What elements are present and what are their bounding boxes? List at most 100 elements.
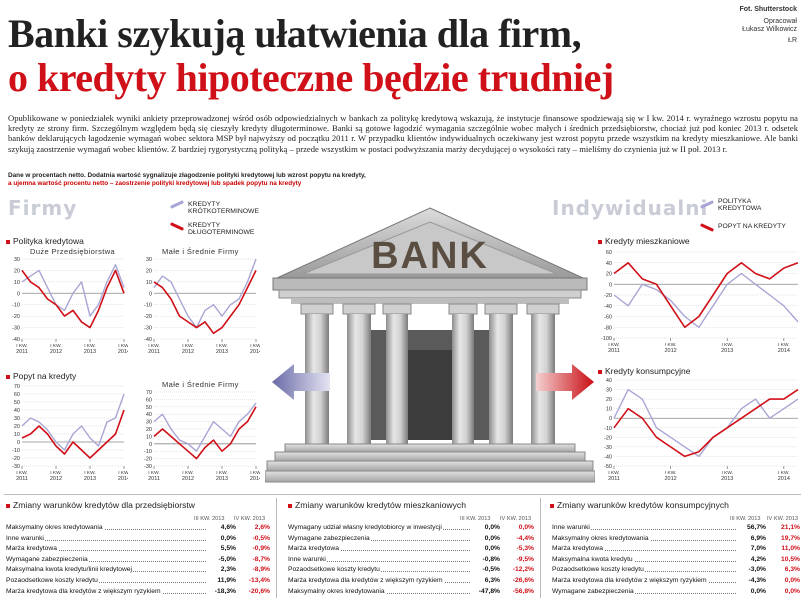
legend-firms: Kredyty krótkoterminowe Kredyty długoter… xyxy=(170,200,259,251)
x-year-label: 2014 xyxy=(778,348,790,354)
x-year-label: 2013 xyxy=(721,476,733,482)
y-tick-label: 40 xyxy=(14,408,20,414)
table-row: Maksymalny okres kredytowania -47,8% -56,8… xyxy=(288,587,534,596)
x-year-label: 2012 xyxy=(664,476,676,482)
x-quarter-label: I KW. xyxy=(50,470,61,476)
row-value-q4: -0,9% xyxy=(252,545,270,553)
x-year-label: 2013 xyxy=(216,476,228,482)
photo-credit: Fot. Shutterstock xyxy=(739,6,797,13)
series-line-red xyxy=(153,270,257,335)
x-quarter-label: I KW. xyxy=(216,470,227,476)
x-quarter-label: I KW. xyxy=(250,343,260,349)
x-year-label: 2014 xyxy=(118,476,128,482)
x-year-label: 2012 xyxy=(50,476,62,482)
y-tick-label: 50 xyxy=(146,405,152,411)
table-row: Pozaodsetkowe koszty kredytu 11,9% -13,4% xyxy=(6,577,270,585)
row-value-q4: -8,7% xyxy=(252,555,270,563)
y-tick-label: 60 xyxy=(146,397,152,403)
row-value-q3: 0,0% xyxy=(484,524,500,531)
row-value-q3: -47,8% xyxy=(478,587,500,595)
table-row: Marża kredytowa 5,5% -0,9% xyxy=(6,545,270,553)
y-tick-label: -10 xyxy=(12,303,20,309)
section-individuals: Indywidualni xyxy=(552,196,709,220)
table-firms-col1: III KW. 2013 xyxy=(194,516,225,522)
table-row: Marża kredytowa dla kredytów z większym … xyxy=(552,577,800,585)
x-quarter-label: I KW. xyxy=(84,343,95,349)
x-year-label: 2011 xyxy=(16,349,28,355)
y-tick-label: -30 xyxy=(604,445,612,451)
table-row: Inne warunki -0,8% -9,5% xyxy=(288,555,534,564)
series-line-red xyxy=(153,406,257,460)
y-tick-label: -30 xyxy=(144,326,152,332)
section-firms: Firmy xyxy=(8,196,78,220)
x-year-label: 2012 xyxy=(50,349,62,355)
row-label: Maksymalny okres kredytowania xyxy=(552,534,738,543)
x-year-label: 2012 xyxy=(664,348,676,354)
x-quarter-label: I KW. xyxy=(665,342,676,348)
x-year-label: 2011 xyxy=(148,349,160,355)
table-row: Pozaodsetkowe koszty kredytu -0,5% -12,2% xyxy=(288,566,534,574)
y-tick-label: 0 xyxy=(17,440,20,446)
y-tick-label: -20 xyxy=(12,314,20,320)
legend-individuals: Polityka kredytowa Popyt na kredyty xyxy=(700,197,800,247)
table-consumer-title: Zmiany warunków kredytów konsumpcyjnych xyxy=(550,500,729,510)
x-quarter-label: I KW. xyxy=(148,470,159,476)
row-value-q3: -4,3% xyxy=(748,577,766,584)
series-line-red xyxy=(613,262,799,329)
row-label: Maksymalny okres kredytowania xyxy=(6,524,208,532)
row-label: Wymagany udział własny kredytobiorcy w i… xyxy=(288,524,472,532)
y-tick-label: 0 xyxy=(17,291,20,297)
y-tick-label: -80 xyxy=(604,325,612,331)
y-tick-label: -10 xyxy=(144,303,152,309)
chart-heading-mortgage: Kredyty mieszkaniowe xyxy=(598,236,690,246)
y-tick-label: -30 xyxy=(12,326,20,332)
table-row: Wymagane zabezpieczenia 0,0% 0,0% xyxy=(552,587,800,596)
series-line-lavender xyxy=(153,258,257,329)
row-label: Marża kredytowa xyxy=(552,545,738,553)
chart-heading-policy: Polityka kredytowa xyxy=(6,236,84,246)
y-tick-label: 0 xyxy=(609,416,612,422)
data-note: Dane w procentach netto. Dodatnia wartoś… xyxy=(8,172,428,188)
y-tick-label: -20 xyxy=(12,456,20,462)
legend-long-label: Kredyty długoterminowe xyxy=(188,222,255,237)
row-value-q3: 0,0% xyxy=(220,534,236,542)
lead-paragraph: Opublikowane w poniedziałek wyniki ankie… xyxy=(8,113,798,154)
x-quarter-label: I KW. xyxy=(148,343,159,349)
y-tick-label: 10 xyxy=(14,432,20,438)
row-value-q3: -0,5% xyxy=(482,566,500,574)
table-row: Pozaodsetkowe koszty kredytu -3,0% 6,3% xyxy=(552,566,800,574)
x-year-label: 2013 xyxy=(216,349,228,355)
row-label: Pozaodsetkowe koszty kredytu xyxy=(288,566,472,574)
x-quarter-label: I KW. xyxy=(250,470,260,476)
y-tick-label: 0 xyxy=(149,291,152,297)
y-tick-label: 20 xyxy=(146,268,152,274)
x-quarter-label: I KW. xyxy=(665,470,676,476)
series-line-lavender xyxy=(613,388,799,458)
y-tick-label: 30 xyxy=(606,388,612,394)
row-label: Inne warunki xyxy=(288,555,472,564)
y-tick-label: -10 xyxy=(144,449,152,455)
y-tick-label: -40 xyxy=(144,337,152,343)
x-quarter-label: I KW. xyxy=(608,470,619,476)
chart-heading-demand: Popyt na kredyty xyxy=(6,371,76,381)
legend-policy-swatch xyxy=(700,200,714,209)
series-line-red xyxy=(21,409,125,459)
y-tick-label: 70 xyxy=(146,390,152,396)
y-tick-label: 20 xyxy=(14,268,20,274)
row-value-q3: -18,3% xyxy=(214,587,236,595)
y-tick-label: -20 xyxy=(604,435,612,441)
bank-sign: BANK xyxy=(371,235,489,277)
row-value-q4: 10,5% xyxy=(781,555,800,563)
row-label: Inne warunki xyxy=(552,524,738,532)
table-row: Wymagany udział własny kredytobiorcy w i… xyxy=(288,524,534,532)
row-label: Wymagane zabezpieczenia xyxy=(288,534,472,543)
y-tick-label: -40 xyxy=(604,454,612,460)
row-value-q3: 0,0% xyxy=(750,587,766,595)
row-value-q4: -9,5% xyxy=(516,555,534,563)
x-year-label: 2011 xyxy=(148,476,160,482)
x-quarter-label: I KW. xyxy=(182,343,193,349)
row-value-q4: 11,0% xyxy=(781,545,800,553)
row-value-q4: -12,2% xyxy=(512,566,534,574)
row-value-q4: 0,0% xyxy=(784,587,800,595)
